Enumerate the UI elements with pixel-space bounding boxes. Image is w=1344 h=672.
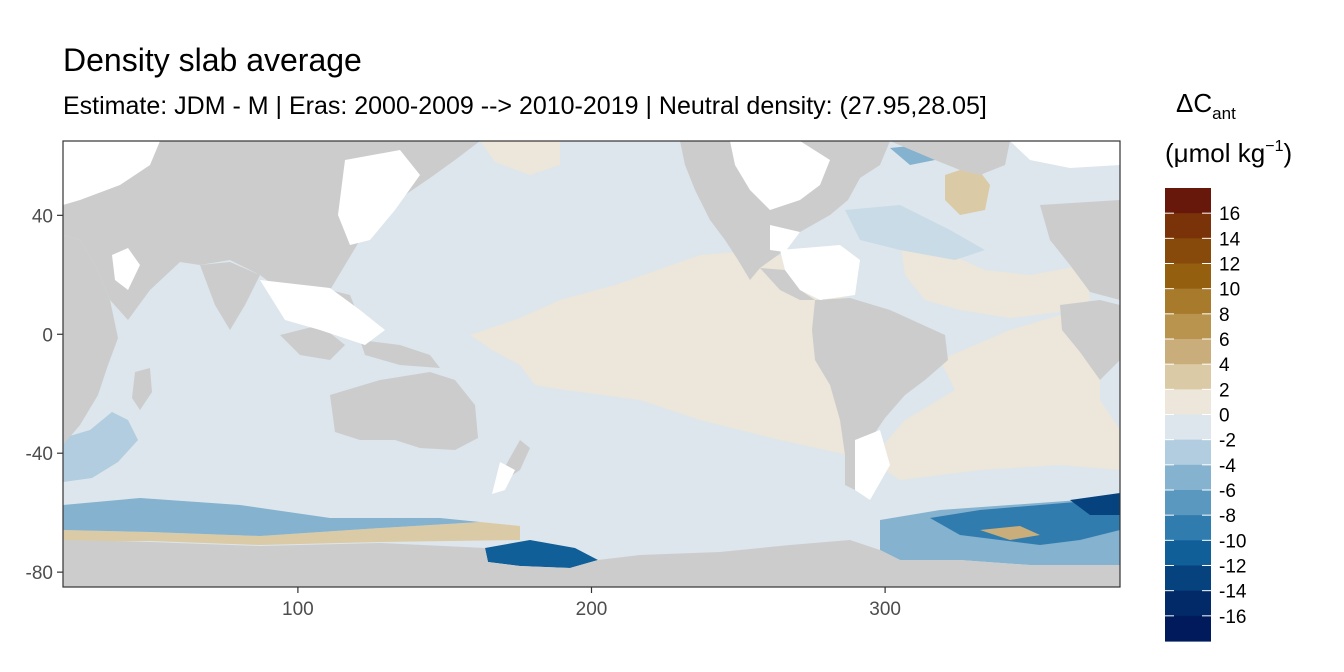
legend-color-swatch [1165, 540, 1211, 567]
map-panel [63, 141, 1120, 587]
caribbean-missing [780, 245, 860, 300]
legend-label: -16 [1219, 607, 1246, 628]
y-tick-label: -80 [26, 563, 53, 584]
southern-strip-positive [63, 522, 520, 545]
maritime-islands-2 [360, 340, 440, 368]
legend-units-exponent: −1 [1265, 138, 1283, 155]
legend-label: -6 [1219, 481, 1236, 502]
legend-label: 14 [1219, 229, 1241, 250]
africa-land [63, 235, 118, 445]
labrador-positive [945, 165, 990, 215]
maritime-islands-1 [280, 325, 345, 360]
north-america-missing [730, 141, 830, 210]
legend-label: 4 [1219, 355, 1230, 376]
legend-units-base: (μmol kg [1165, 138, 1265, 168]
southern-strip-blue [63, 498, 480, 536]
legend-label: 8 [1219, 305, 1230, 326]
south-atlantic-positive [870, 315, 1120, 480]
india-land [200, 262, 260, 330]
x-tick-label: 200 [576, 599, 608, 620]
legend-color-swatch [1165, 288, 1211, 315]
legend-label: 12 [1219, 255, 1240, 276]
legend-color-swatch [1165, 188, 1211, 214]
x-axis: 100 200 300 [282, 587, 901, 620]
legend-color-swatch [1165, 238, 1211, 265]
australia-land [330, 372, 478, 450]
y-tick-label: -40 [26, 444, 53, 465]
weddell-deep-core [1070, 493, 1120, 515]
indonesia-missing [260, 280, 385, 345]
red-sea-missing [112, 248, 140, 290]
legend-label: -8 [1219, 506, 1236, 527]
legend: ΔCant (μmol kg−1) 16 14 12 10 8 6 4 2 0 -2 -4 -6 -8 -10… [1165, 88, 1292, 642]
legend-label: 10 [1219, 280, 1240, 301]
east-asia-missing [338, 150, 420, 245]
legend-color-swatch [1165, 515, 1211, 541]
north-america-land [680, 141, 890, 280]
legend-units-close: ) [1283, 138, 1292, 168]
north-pacific-patch [480, 141, 560, 175]
greenland-land [890, 141, 1010, 175]
legend-label: 0 [1219, 406, 1230, 427]
ross-sea [485, 540, 598, 568]
weddell-sea-dark [930, 498, 1120, 545]
legend-color-swatch [1165, 414, 1211, 441]
europe-land [1040, 200, 1120, 300]
patagonia-missing [855, 430, 890, 500]
legend-title-symbol: ΔC [1176, 88, 1212, 118]
legend-color-swatch [1165, 364, 1211, 390]
legend-label: -10 [1219, 531, 1246, 552]
agulhas-region [63, 412, 138, 482]
legend-label: -14 [1219, 582, 1247, 603]
legend-label: -12 [1219, 557, 1246, 578]
hudson-missing [770, 225, 800, 252]
legend-color-swatch [1165, 464, 1211, 491]
y-axis: 40 0 -40 -80 [26, 206, 63, 584]
chart-subtitle: Estimate: JDM - M | Eras: 2000-2009 --> … [63, 92, 987, 120]
arctic-missing [1010, 141, 1120, 168]
north-atlantic-positive [900, 240, 1090, 318]
equatorial-pacific-positive [470, 250, 880, 455]
legend-color-swatch [1165, 213, 1211, 239]
legend-color-swatch [1165, 313, 1211, 340]
legend-color-swatch [1165, 439, 1211, 466]
legend-color-swatch [1165, 590, 1211, 617]
legend-title: ΔCant [1176, 88, 1236, 123]
y-tick-label: 40 [32, 206, 53, 227]
central-america-land [760, 268, 815, 300]
legend-units: (μmol kg−1) [1165, 138, 1292, 168]
south-pacific-missing [492, 462, 515, 494]
legend-label: -4 [1219, 456, 1236, 477]
x-tick-label: 100 [282, 599, 314, 620]
legend-color-swatch [1165, 389, 1211, 416]
legend-title-subscript: ant [1212, 104, 1236, 123]
south-america-land [812, 298, 948, 490]
legend-color-swatch [1165, 615, 1211, 642]
legend-color-swatch [1165, 263, 1211, 290]
legend-color-swatch [1165, 565, 1211, 592]
north-atlantic-blue [845, 205, 985, 260]
y-tick-label: 0 [42, 325, 53, 346]
west-africa-land [1060, 300, 1120, 380]
madagascar-land [132, 368, 152, 410]
antarctica-land [63, 540, 1120, 587]
x-tick-label: 300 [869, 599, 901, 620]
weddell-positive [980, 526, 1040, 540]
missing-data [63, 141, 1120, 500]
legend-label: -2 [1219, 431, 1236, 452]
mediterranean-missing [63, 141, 160, 205]
legend-label: 6 [1219, 330, 1230, 351]
legend-label: 16 [1219, 204, 1240, 225]
legend-color-swatch [1165, 339, 1211, 365]
legend-label: 2 [1219, 380, 1230, 401]
legend-color-swatch [1165, 490, 1211, 516]
chart-title: Density slab average [63, 42, 362, 78]
